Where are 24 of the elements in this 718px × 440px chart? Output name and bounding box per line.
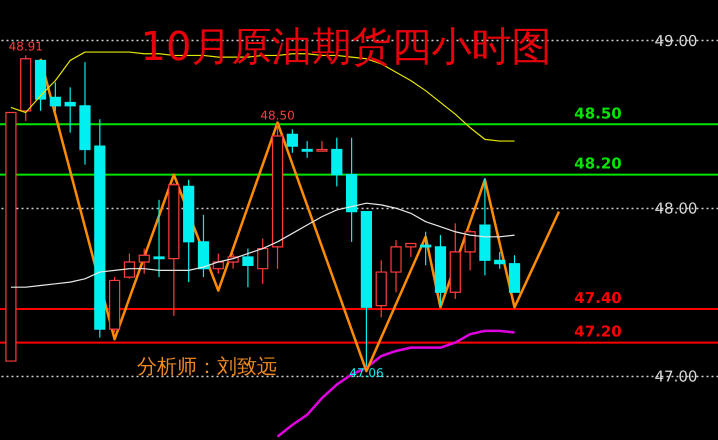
line-series bbox=[276, 330, 516, 438]
candlestick bbox=[405, 242, 416, 258]
candlestick bbox=[286, 128, 298, 154]
candlestick bbox=[64, 86, 76, 134]
y-tick-label: 49.00 bbox=[654, 32, 698, 50]
candlestick bbox=[257, 238, 268, 284]
annotation: 分析师：刘致远 bbox=[137, 354, 277, 378]
candlestick bbox=[494, 251, 506, 270]
candlestick bbox=[242, 248, 254, 288]
annotation: 48.91 bbox=[8, 39, 43, 54]
y-tick-label: 47.00 bbox=[654, 368, 698, 386]
candlestick bbox=[420, 231, 432, 266]
ref-line-label: 48.20 bbox=[574, 154, 622, 173]
line-series bbox=[10, 202, 516, 288]
candlestick bbox=[50, 82, 61, 112]
ref-line-label: 47.20 bbox=[574, 322, 622, 341]
candlestick bbox=[464, 229, 476, 271]
candlestick bbox=[212, 252, 224, 274]
ref-line-label: 47.40 bbox=[574, 289, 622, 308]
candlestick bbox=[302, 140, 313, 158]
candlestick bbox=[138, 248, 150, 274]
annotation: 48.50 bbox=[260, 108, 295, 122]
y-tick-label: 48.00 bbox=[654, 200, 698, 218]
ref-line-label: 48.50 bbox=[574, 104, 622, 122]
